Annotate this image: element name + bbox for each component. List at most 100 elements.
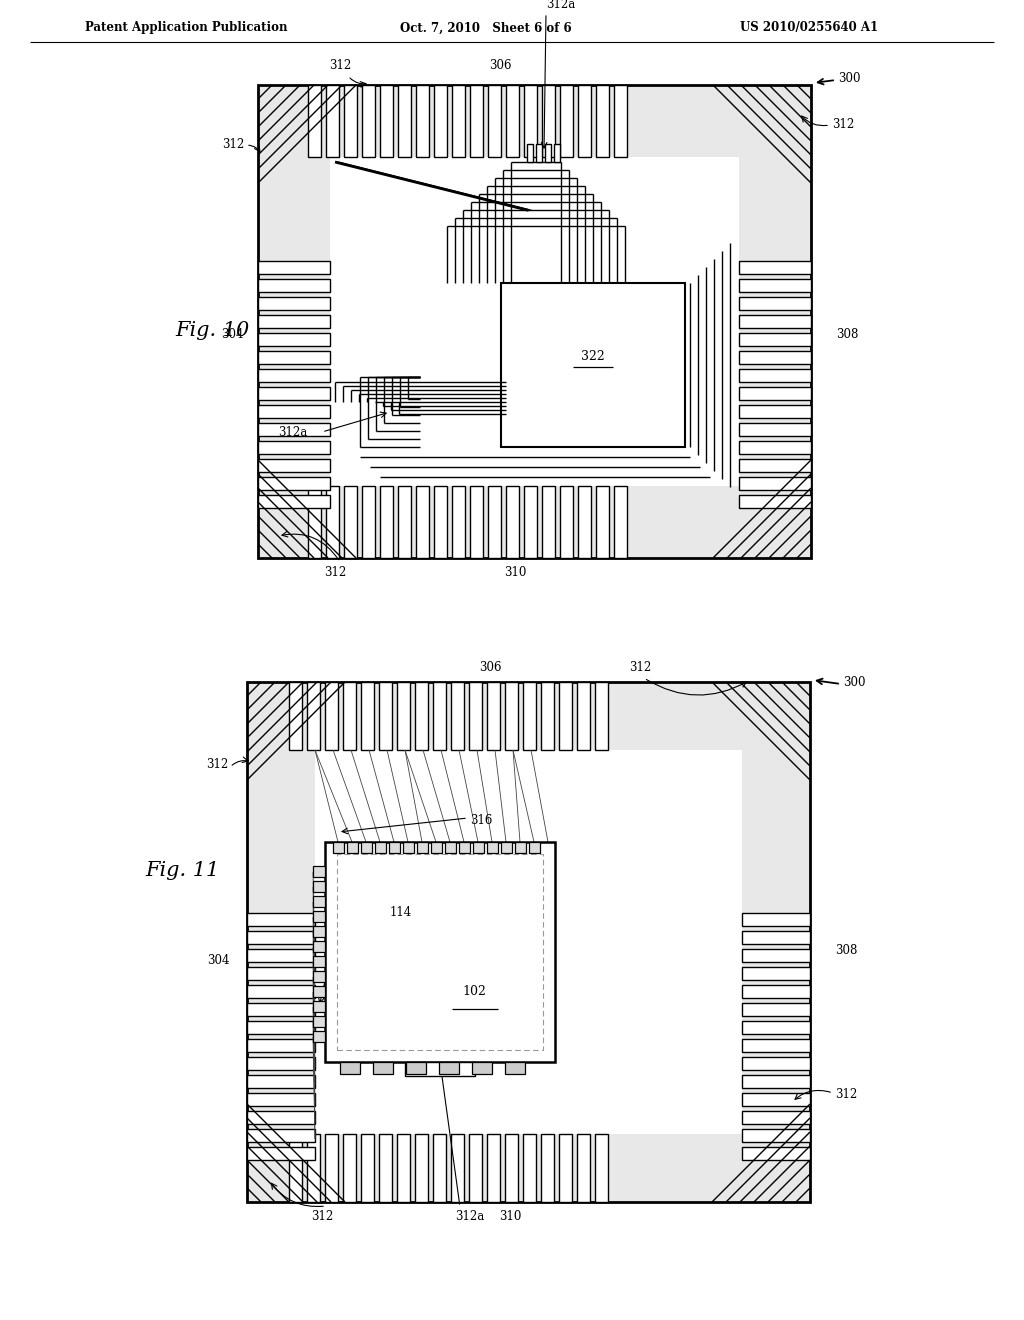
Text: 312a: 312a <box>278 425 307 438</box>
Bar <box>289 682 302 750</box>
Text: Patent Application Publication: Patent Application Publication <box>85 21 288 34</box>
Text: 312: 312 <box>324 566 346 579</box>
Text: 312a: 312a <box>455 1210 484 1224</box>
Bar <box>739 459 811 473</box>
Bar <box>379 682 392 750</box>
Bar <box>515 842 526 853</box>
Bar <box>344 84 357 157</box>
Text: Fig. 11: Fig. 11 <box>145 861 219 879</box>
Bar <box>451 1134 464 1203</box>
Bar <box>739 405 811 418</box>
Bar <box>578 84 591 157</box>
Text: 312: 312 <box>835 1089 857 1101</box>
Bar <box>452 486 465 558</box>
Bar <box>403 842 414 853</box>
Bar <box>247 1057 315 1071</box>
Bar <box>433 1134 446 1203</box>
Bar <box>415 682 428 750</box>
Text: 312: 312 <box>831 119 854 132</box>
Text: 312: 312 <box>311 1210 333 1224</box>
Bar <box>596 486 609 558</box>
Bar <box>247 931 315 944</box>
Bar <box>560 84 573 157</box>
Bar <box>523 1134 536 1203</box>
Bar <box>445 842 456 853</box>
Bar <box>397 682 410 750</box>
Bar <box>577 1134 590 1203</box>
Bar <box>347 842 358 853</box>
Bar <box>247 1039 315 1052</box>
Bar <box>451 682 464 750</box>
Text: 312: 312 <box>629 661 651 675</box>
Bar <box>742 1111 810 1125</box>
Bar <box>313 880 325 892</box>
Bar <box>313 972 325 982</box>
Bar <box>313 896 325 907</box>
Text: 316: 316 <box>470 813 493 826</box>
Bar <box>373 1063 393 1074</box>
Text: 312: 312 <box>329 59 351 73</box>
Bar <box>739 477 811 490</box>
Bar <box>742 1039 810 1052</box>
Bar <box>362 84 375 157</box>
Bar <box>488 84 501 157</box>
Bar <box>433 682 446 750</box>
Bar <box>258 370 330 381</box>
Bar <box>258 333 330 346</box>
Bar <box>739 387 811 400</box>
Bar <box>505 1134 518 1203</box>
Bar <box>361 1134 374 1203</box>
Text: 308: 308 <box>836 329 858 342</box>
Bar <box>380 84 393 157</box>
Bar <box>247 913 315 927</box>
Bar <box>325 682 338 750</box>
Bar <box>258 405 330 418</box>
Bar <box>313 941 325 952</box>
Bar <box>313 1016 325 1027</box>
Bar <box>247 949 315 962</box>
Bar <box>577 682 590 750</box>
Text: 312: 312 <box>206 759 228 771</box>
Bar <box>326 486 339 558</box>
Text: 300: 300 <box>838 71 860 84</box>
Bar <box>742 985 810 998</box>
Bar <box>742 913 810 927</box>
Bar <box>258 261 330 275</box>
Bar <box>488 486 501 558</box>
Bar <box>340 1063 360 1074</box>
Bar <box>739 495 811 508</box>
Bar <box>380 486 393 558</box>
Bar <box>258 387 330 400</box>
Bar <box>258 441 330 454</box>
Bar <box>398 84 411 157</box>
Bar <box>313 986 325 997</box>
Text: 306: 306 <box>479 661 502 675</box>
Bar <box>742 968 810 979</box>
Text: 312a: 312a <box>546 0 575 11</box>
Bar <box>742 949 810 962</box>
Bar <box>470 84 483 157</box>
Bar <box>469 682 482 750</box>
Bar <box>416 84 429 157</box>
Bar <box>343 682 356 750</box>
Bar <box>596 84 609 157</box>
Bar <box>742 1129 810 1142</box>
Bar <box>258 351 330 364</box>
Bar <box>406 1063 475 1076</box>
Bar <box>289 1134 302 1203</box>
Bar <box>258 297 330 310</box>
Bar <box>315 750 742 1134</box>
Bar <box>313 1001 325 1012</box>
Bar <box>506 84 519 157</box>
Bar <box>434 486 447 558</box>
Bar <box>439 1063 459 1074</box>
Bar <box>523 682 536 750</box>
Bar <box>307 682 319 750</box>
Bar <box>524 486 537 558</box>
Bar <box>258 315 330 327</box>
Bar <box>258 477 330 490</box>
Bar <box>379 1134 392 1203</box>
Bar <box>325 1134 338 1203</box>
Text: 102: 102 <box>463 985 486 998</box>
Bar <box>247 1074 315 1088</box>
